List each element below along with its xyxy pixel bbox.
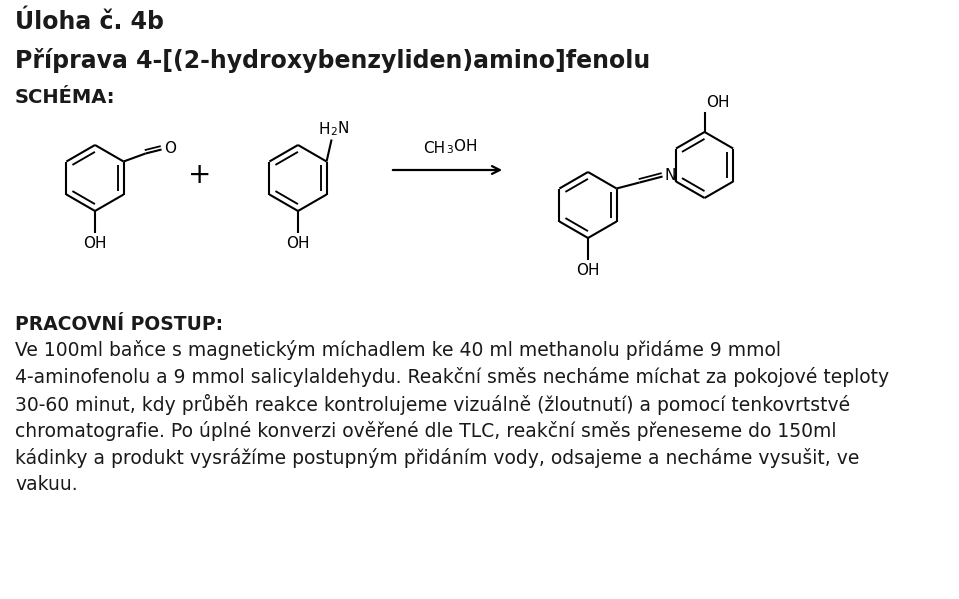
Text: kádinky a produkt vysrážíme postupným přidáním vody, odsajeme a necháme vysušit,: kádinky a produkt vysrážíme postupným př… <box>15 448 859 468</box>
Text: OH: OH <box>83 236 106 251</box>
Text: vakuu.: vakuu. <box>15 475 78 494</box>
Text: 4-aminofenolu a 9 mmol salicylaldehydu. Reakční směs necháme míchat za pokojové : 4-aminofenolu a 9 mmol salicylaldehydu. … <box>15 367 889 387</box>
Text: 30-60 minut, kdy průběh reakce kontrolujeme vizuálně (žloutnutí) a pomocí tenkov: 30-60 minut, kdy průběh reakce kontroluj… <box>15 394 850 415</box>
Text: $_3$OH: $_3$OH <box>446 137 477 156</box>
Text: Úloha č. 4b: Úloha č. 4b <box>15 10 164 34</box>
Text: Příprava 4-[(2-hydroxybenzyliden)amino]fenolu: Příprava 4-[(2-hydroxybenzyliden)amino]f… <box>15 48 650 73</box>
Text: $_2$N: $_2$N <box>330 119 349 138</box>
Text: OH: OH <box>286 236 310 251</box>
Text: PRACOVNÍ POSTUP:: PRACOVNÍ POSTUP: <box>15 315 223 334</box>
Text: CH: CH <box>423 141 446 156</box>
Text: SCHÉMA:: SCHÉMA: <box>15 88 115 107</box>
Text: O: O <box>165 141 176 156</box>
Text: chromatografie. Po úplné konverzi ověřené dle TLC, reakční směs přeneseme do 150: chromatografie. Po úplné konverzi ověřen… <box>15 421 836 441</box>
Text: +: + <box>188 161 212 189</box>
Text: OH: OH <box>707 95 730 110</box>
Text: N: N <box>665 168 676 183</box>
Text: H: H <box>318 123 330 138</box>
Text: Ve 100ml baňce s magnetickým míchadlem ke 40 ml methanolu přidáme 9 mmol: Ve 100ml baňce s magnetickým míchadlem k… <box>15 340 781 360</box>
Text: OH: OH <box>576 263 599 278</box>
